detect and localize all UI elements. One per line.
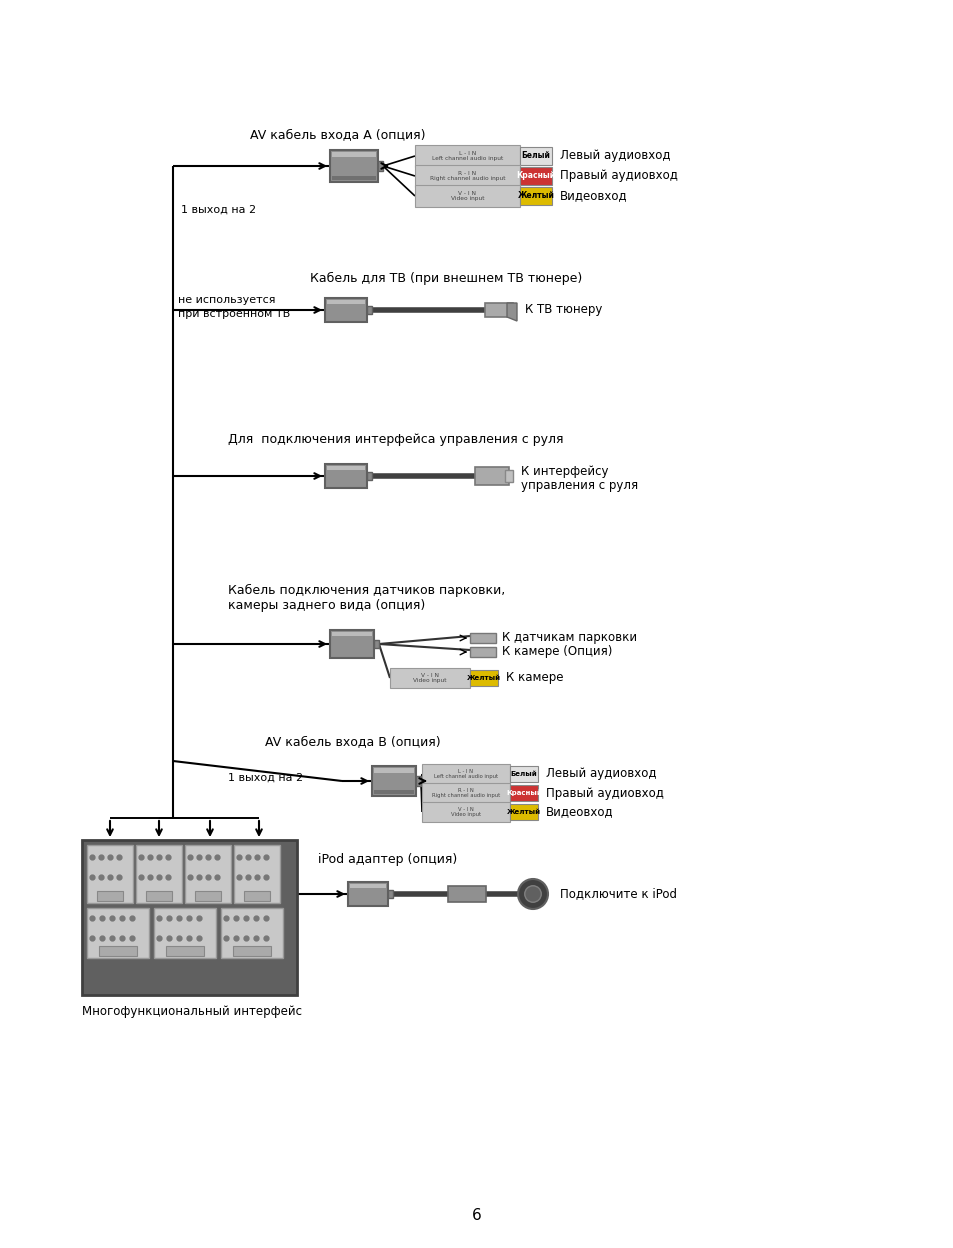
- Text: L - I N
Left channel audio input: L - I N Left channel audio input: [432, 151, 502, 161]
- Bar: [415, 145, 519, 167]
- Bar: [377, 161, 382, 171]
- Text: Видеовход: Видеовход: [545, 805, 613, 819]
- Bar: [87, 909, 149, 958]
- Text: Правый аудиовход: Правый аудиовход: [545, 786, 663, 800]
- Bar: [374, 768, 414, 773]
- Text: V - I N
Video input: V - I N Video input: [451, 806, 480, 817]
- Text: Желтый: Желтый: [506, 809, 540, 815]
- Bar: [367, 472, 372, 480]
- Bar: [332, 176, 375, 180]
- Bar: [233, 845, 280, 904]
- Bar: [97, 891, 123, 901]
- Bar: [519, 147, 552, 165]
- Bar: [504, 470, 513, 482]
- Text: Белый: Белый: [521, 151, 550, 161]
- Text: Левый аудиовход: Левый аудиовход: [559, 150, 670, 162]
- Text: iPod адаптер (опция): iPod адаптер (опция): [317, 854, 456, 866]
- Bar: [153, 909, 215, 958]
- Bar: [519, 167, 552, 185]
- Text: при встроенном ТВ: при встроенном ТВ: [178, 310, 290, 319]
- Bar: [136, 845, 182, 904]
- Text: управления с руля: управления с руля: [520, 478, 638, 492]
- Bar: [327, 466, 365, 470]
- Bar: [372, 766, 416, 796]
- Bar: [82, 840, 296, 995]
- Text: К интерфейсу: К интерфейсу: [520, 464, 608, 478]
- Bar: [233, 946, 271, 956]
- Bar: [325, 464, 367, 488]
- Text: AV кабель входа A (опция): AV кабель входа A (опция): [250, 129, 425, 141]
- Text: К ТВ тюнеру: К ТВ тюнеру: [524, 303, 601, 317]
- Bar: [330, 630, 374, 658]
- Bar: [99, 946, 137, 956]
- Bar: [415, 185, 519, 207]
- Bar: [421, 802, 510, 822]
- Bar: [448, 886, 485, 902]
- Text: V - I N
Video input: V - I N Video input: [413, 673, 446, 684]
- Text: К камере: К камере: [505, 671, 563, 684]
- Bar: [390, 668, 470, 688]
- Text: Красный: Красный: [505, 790, 541, 796]
- Circle shape: [517, 879, 547, 909]
- Bar: [510, 766, 537, 782]
- Text: Подключите к iPod: Подключите к iPod: [559, 887, 677, 901]
- Text: Левый аудиовход: Левый аудиовход: [545, 768, 656, 780]
- Bar: [194, 891, 221, 901]
- Bar: [470, 646, 496, 656]
- Text: камеры заднего вида (опция): камеры заднего вида (опция): [228, 599, 425, 613]
- Text: Для  подключения интерфейса управления с руля: Для подключения интерфейса управления с …: [228, 433, 563, 447]
- Text: К датчикам парковки: К датчикам парковки: [501, 631, 637, 644]
- Text: не используется: не используется: [178, 295, 275, 305]
- Bar: [87, 845, 132, 904]
- Bar: [475, 467, 509, 485]
- Polygon shape: [506, 303, 517, 321]
- Bar: [348, 882, 388, 906]
- Text: Красный: Красный: [516, 171, 555, 181]
- Bar: [327, 300, 365, 305]
- Text: Видеовход: Видеовход: [559, 190, 627, 202]
- Text: Желтый: Желтый: [517, 191, 554, 201]
- Circle shape: [524, 886, 540, 902]
- Bar: [244, 891, 270, 901]
- Bar: [325, 298, 367, 322]
- Text: Белый: Белый: [510, 771, 537, 778]
- Bar: [221, 909, 283, 958]
- Text: Многофункциональный интерфейс: Многофункциональный интерфейс: [82, 1005, 302, 1017]
- Bar: [374, 640, 378, 648]
- Bar: [421, 764, 510, 784]
- Text: Кабель подключения датчиков парковки,: Кабель подключения датчиков парковки,: [228, 584, 505, 597]
- Bar: [388, 890, 393, 899]
- Text: R - I N
Right channel audio input: R - I N Right channel audio input: [429, 171, 505, 181]
- Bar: [484, 303, 513, 317]
- Bar: [421, 782, 510, 802]
- Text: 1 выход на 2: 1 выход на 2: [181, 205, 255, 215]
- Bar: [519, 187, 552, 205]
- Text: Желтый: Желтый: [466, 675, 500, 681]
- Bar: [185, 845, 231, 904]
- Text: Кабель для ТВ (при внешнем ТВ тюнере): Кабель для ТВ (при внешнем ТВ тюнере): [310, 272, 581, 285]
- Bar: [350, 884, 386, 889]
- Bar: [367, 306, 372, 314]
- Text: V - I N
Video input: V - I N Video input: [450, 191, 484, 201]
- Bar: [416, 776, 420, 786]
- Text: К камере (Опция): К камере (Опция): [501, 645, 612, 659]
- Bar: [415, 165, 519, 187]
- Bar: [470, 633, 496, 643]
- Text: Правый аудиовход: Правый аудиовход: [559, 170, 678, 182]
- Bar: [332, 152, 375, 157]
- Bar: [146, 891, 172, 901]
- Bar: [330, 150, 377, 182]
- Bar: [374, 790, 414, 794]
- Bar: [510, 785, 537, 801]
- Text: 1 выход на 2: 1 выход на 2: [228, 773, 303, 782]
- Bar: [332, 631, 372, 636]
- Text: R - I N
Right channel audio input: R - I N Right channel audio input: [432, 787, 499, 799]
- Bar: [510, 804, 537, 820]
- Text: AV кабель входа В (опция): AV кабель входа В (опция): [265, 735, 440, 749]
- Bar: [470, 670, 497, 686]
- Text: 6: 6: [472, 1208, 481, 1223]
- Bar: [166, 946, 204, 956]
- Text: L - I N
Left channel audio input: L - I N Left channel audio input: [434, 769, 497, 780]
